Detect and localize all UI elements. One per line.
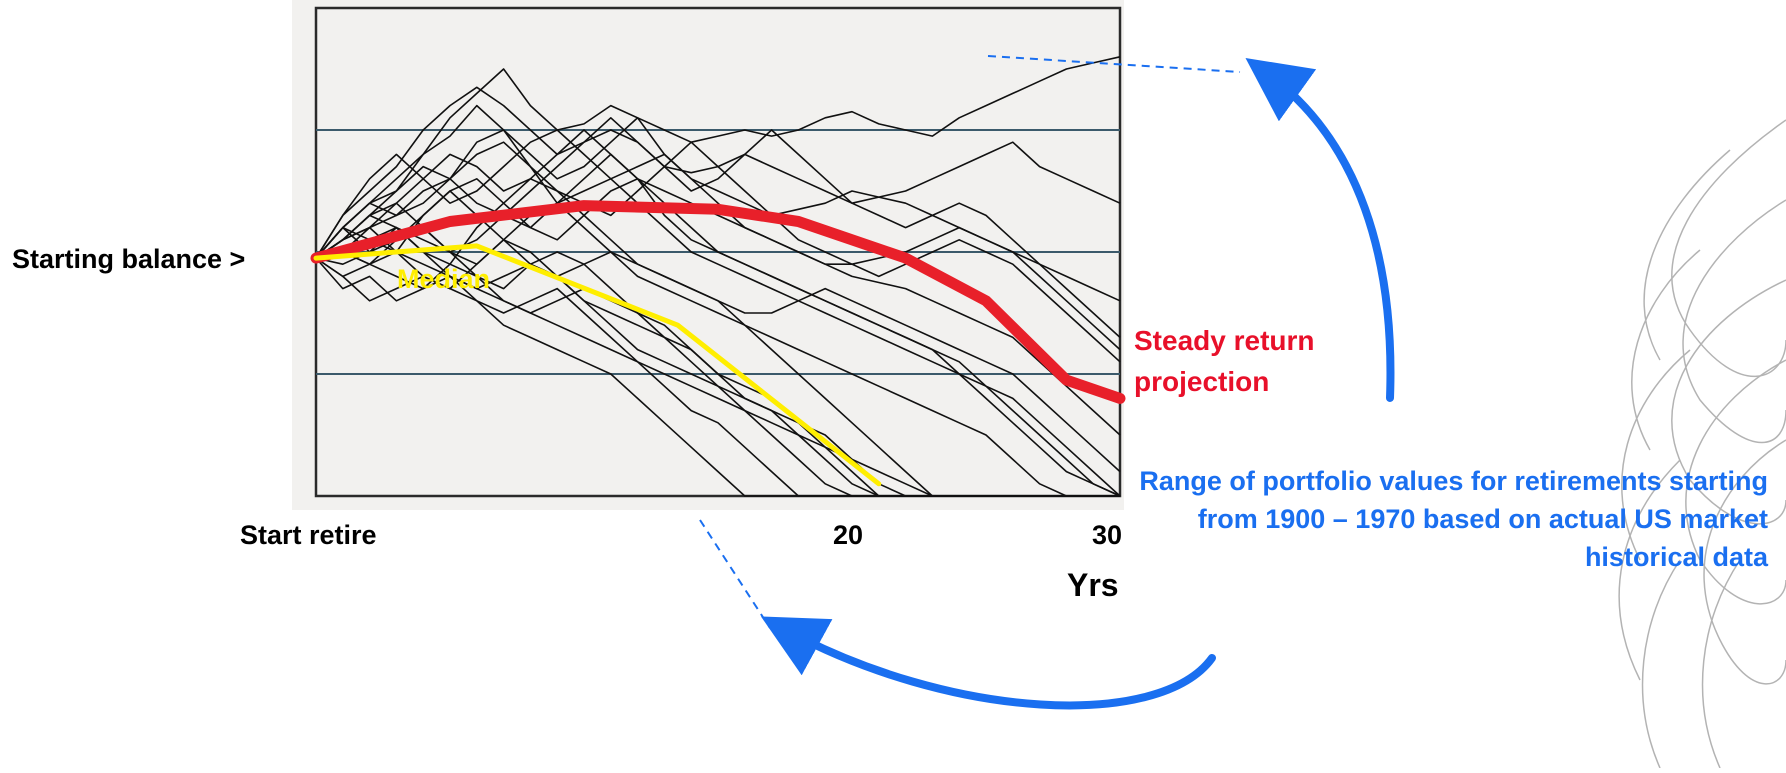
- historical-path-4: [315, 129, 1121, 436]
- arrow-to-bottom-paths: [760, 616, 1216, 710]
- range-callout-top: [987, 55, 1241, 73]
- x-tick-30: 30: [1092, 520, 1123, 550]
- median-line: [313, 243, 882, 487]
- steady-return-line: [310, 200, 1126, 404]
- historical-path-19: [315, 129, 1121, 497]
- historical-path-0: [315, 56, 1121, 259]
- plot-background: [292, 0, 1124, 510]
- historical-path-13: [315, 141, 1121, 363]
- historical-path-16: [315, 117, 1121, 338]
- steady-return-label: Steady return projection: [1134, 325, 1315, 397]
- range-callout-bottom: [699, 519, 771, 629]
- decorative-petal-pattern: [1618, 119, 1786, 769]
- historical-paths: [315, 56, 1121, 497]
- range-annotation: Range of portfolio values for retirement…: [1139, 466, 1768, 572]
- highlight-series: [310, 200, 1126, 487]
- historical-path-17: [315, 190, 1121, 473]
- x-axis-label: Yrs: [1067, 567, 1119, 603]
- arrow-up-to-top-paths: [1245, 58, 1395, 402]
- median-label: Median: [397, 264, 491, 294]
- historical-path-18: [315, 226, 1120, 497]
- starting-balance-label: Starting balance >: [12, 244, 246, 274]
- x-tick-start: Start retire: [240, 520, 377, 550]
- x-tick-20: 20: [833, 520, 864, 550]
